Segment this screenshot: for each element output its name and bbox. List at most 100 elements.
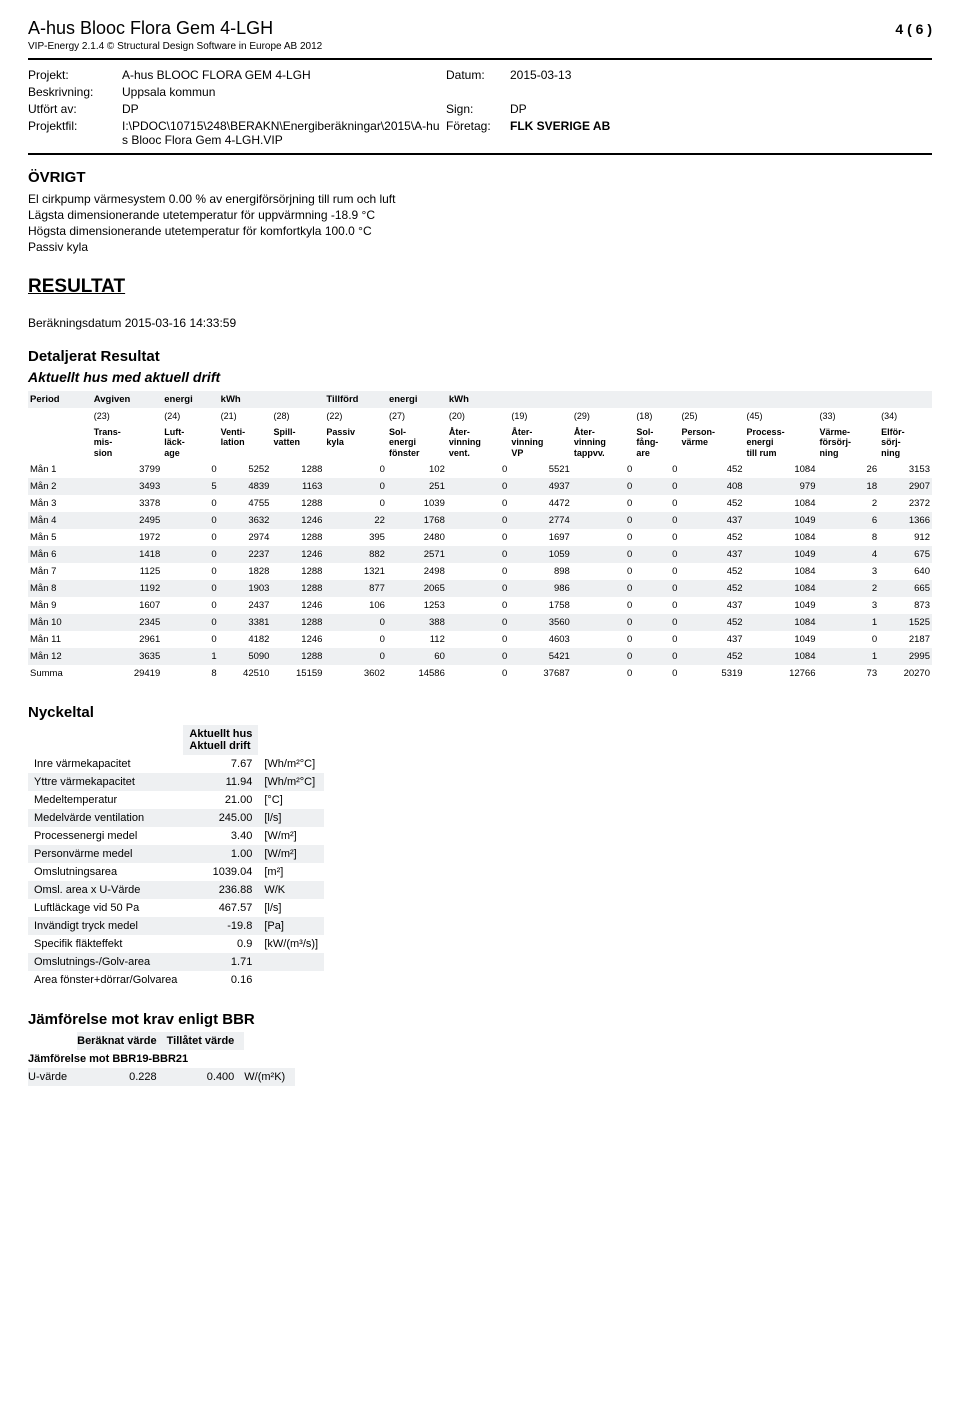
detail-cell: 452 (679, 614, 744, 631)
detail-cell: 251 (387, 478, 447, 495)
detail-cell: 437 (679, 546, 744, 563)
detail-cell: 3381 (219, 614, 272, 631)
detail-cell: 1084 (745, 461, 818, 478)
detail-cell: 0 (572, 631, 634, 648)
detail-label-cell: Process- energi till rum (745, 424, 818, 461)
detail-code-cell: (25) (679, 408, 744, 424)
meta-block: Projekt: A-hus BLOOC FLORA GEM 4-LGH Dat… (28, 68, 932, 147)
detail-cell: 0 (324, 631, 387, 648)
detail-cell: 0 (447, 631, 509, 648)
detail-header-cell (509, 391, 571, 408)
nyckeltal-cell: Processenergi medel (28, 827, 183, 845)
detail-label-cell: Spill- vatten (271, 424, 324, 461)
detail-cell: 1288 (271, 563, 324, 580)
detail-label-cell: Trans- mis- sion (92, 424, 162, 461)
nyckeltal-heading: Nyckeltal (28, 704, 932, 721)
detail-cell: 3799 (92, 461, 162, 478)
detail-cell: 1288 (271, 614, 324, 631)
detail-header-cell (634, 391, 679, 408)
detail-cell: 0 (634, 580, 679, 597)
detail-cell: 0 (162, 529, 218, 546)
detail-header-cell: Tillförd (324, 391, 387, 408)
nyckeltal-cell (258, 971, 324, 989)
detail-header-cell (572, 391, 634, 408)
detail-code-cell (28, 408, 92, 424)
detail-cell: 2974 (219, 529, 272, 546)
divider-meta (28, 153, 932, 155)
detail-cell: 22 (324, 512, 387, 529)
detail-cell: 1084 (745, 495, 818, 512)
sign-label: Sign: (446, 102, 506, 116)
detail-cell: 0 (572, 512, 634, 529)
detail-label-cell: Åter- vinning VP (509, 424, 571, 461)
detail-cell: Mån 2 (28, 478, 92, 495)
detail-cell: 5521 (509, 461, 571, 478)
detail-cell: 0 (447, 529, 509, 546)
detail-header-cell: Period (28, 391, 92, 408)
detail-cell: 1525 (879, 614, 932, 631)
detail-cell: 0 (634, 563, 679, 580)
detail-cell: 873 (879, 597, 932, 614)
detail-cell: 1768 (387, 512, 447, 529)
detail-cell: 452 (679, 580, 744, 597)
nyckeltal-cell: W/K (258, 881, 324, 899)
nyckeltal-cell: [kW/(m³/s)] (258, 935, 324, 953)
detail-cell: 0 (324, 478, 387, 495)
detail-cell: 0 (447, 512, 509, 529)
nyckeltal-cell: [W/m²] (258, 827, 324, 845)
detail-cell: 5 (162, 478, 218, 495)
projekt-value: A-hus BLOOC FLORA GEM 4-LGH (122, 68, 442, 82)
detail-cell: 2 (818, 495, 880, 512)
detail-cell: 4755 (219, 495, 272, 512)
nyckeltal-cell: 7.67 (183, 755, 258, 773)
detail-cell: 73 (818, 665, 880, 682)
nyckeltal-cell: 1039.04 (183, 863, 258, 881)
detail-cell: 102 (387, 461, 447, 478)
detail-cell: 0 (324, 461, 387, 478)
detail-cell: 0 (162, 631, 218, 648)
detail-cell: 2437 (219, 597, 272, 614)
ovrigt-line: Högsta dimensionerande utetemperatur för… (28, 224, 932, 238)
detail-label-cell: Venti- lation (219, 424, 272, 461)
detail-cell: 4839 (219, 478, 272, 495)
detail-cell: 2372 (879, 495, 932, 512)
detail-cell: Mån 8 (28, 580, 92, 597)
resultat-heading: RESULTAT (28, 276, 932, 298)
detail-code-cell: (28) (271, 408, 324, 424)
detail-cell: 1607 (92, 597, 162, 614)
detail-code-cell: (45) (745, 408, 818, 424)
detail-cell: 42510 (219, 665, 272, 682)
detail-code-cell: (33) (818, 408, 880, 424)
detail-cell: 0 (572, 614, 634, 631)
nyckeltal-cell: 0.9 (183, 935, 258, 953)
nyckeltal-cell: Area fönster+dörrar/Golvarea (28, 971, 183, 989)
detail-cell: 2774 (509, 512, 571, 529)
detail-cell: 395 (324, 529, 387, 546)
sign-value: DP (510, 102, 932, 116)
foretag-value: FLK SVERIGE AB (510, 119, 932, 147)
detail-cell: 14586 (387, 665, 447, 682)
beskr-label: Beskrivning: (28, 85, 118, 99)
detail-cell: 0 (447, 614, 509, 631)
detail-cell: 452 (679, 529, 744, 546)
detail-cell: 1049 (745, 546, 818, 563)
detail-cell: 1084 (745, 563, 818, 580)
nyckeltal-cell: Omsl. area x U-Värde (28, 881, 183, 899)
nyckeltal-sub2: Aktuell drift (189, 740, 252, 752)
detail-cell: 3560 (509, 614, 571, 631)
detail-cell: Mån 7 (28, 563, 92, 580)
detail-cell: 986 (509, 580, 571, 597)
detail-label-cell: Elför- sörj- ning (879, 424, 932, 461)
detail-cell: 1288 (271, 580, 324, 597)
detail-cell: 0 (572, 478, 634, 495)
detail-cell: Mån 11 (28, 631, 92, 648)
nyckeltal-cell: Inre värmekapacitet (28, 755, 183, 773)
detail-label-cell: Luft- läck- age (162, 424, 218, 461)
detail-table: PeriodAvgivenenergikWhTillfördenergikWh(… (28, 391, 932, 682)
bbr-heading: Jämförelse mot krav enligt BBR (28, 1011, 932, 1028)
detail-cell: 437 (679, 631, 744, 648)
nyckeltal-cell: 11.94 (183, 773, 258, 791)
detail-cell: 2480 (387, 529, 447, 546)
nyckeltal-cell: Specifik fläkteffekt (28, 935, 183, 953)
berakn-datum: Beräkningsdatum 2015-03-16 14:33:59 (28, 316, 932, 330)
